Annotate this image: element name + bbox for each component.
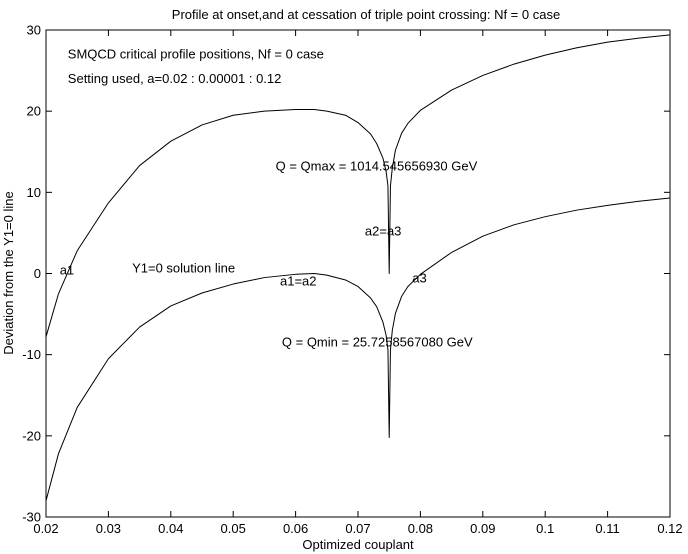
a3-note: a3 <box>412 270 426 285</box>
a1a2-note: a1=a2 <box>280 274 317 289</box>
y-tick-label: -30 <box>22 510 41 525</box>
qmax-note: Q = Qmax = 1014.545656930 GeV <box>276 158 478 173</box>
x-tick-label: 0.05 <box>221 521 246 536</box>
setting-note: Setting used, a=0.02 : 0.00001 : 0.12 <box>68 71 282 86</box>
x-tick-label: 0.08 <box>408 521 433 536</box>
x-tick-label: 0.09 <box>470 521 495 536</box>
x-tick-label: 0.03 <box>96 521 121 536</box>
series-line-1 <box>45 34 671 337</box>
x-tick-label: 0.07 <box>345 521 370 536</box>
header-note: SMQCD critical profile positions, Nf = 0… <box>68 46 324 61</box>
y1-line-note: Y1=0 solution line <box>132 261 235 276</box>
chart-title: Profile at onset,and at cessation of tri… <box>172 7 560 22</box>
y-tick-label: 30 <box>27 23 41 38</box>
a1-note: a1 <box>60 262 74 277</box>
y-axis: -30 -20 -10 0 10 20 30 <box>22 23 670 525</box>
y-tick-label: -10 <box>22 347 41 362</box>
x-tick-label: 0.02 <box>33 521 58 536</box>
y-tick-label: 10 <box>27 185 41 200</box>
a2a3-note: a2=a3 <box>365 223 402 238</box>
qmin-note: Q = Qmin = 25.7258567080 GeV <box>282 335 473 350</box>
x-tick-label: 0.12 <box>657 521 682 536</box>
series-group <box>45 34 671 501</box>
annotation-group: SMQCD critical profile positions, Nf = 0… <box>60 46 478 349</box>
plot-area <box>45 29 671 518</box>
y-tick-label: 0 <box>34 266 41 281</box>
x-tick-label: 0.04 <box>158 521 183 536</box>
series-line-2 <box>45 197 671 501</box>
x-tick-label: 0.06 <box>283 521 308 536</box>
y-tick-label: -20 <box>22 428 41 443</box>
x-tick-label: 0.1 <box>536 521 554 536</box>
y-axis-label: Deviation from the Y1=0 line <box>1 191 16 354</box>
y-tick-label: 20 <box>27 104 41 119</box>
x-axis-label: Optimized couplant <box>302 537 414 552</box>
x-axis: 0.02 0.03 0.04 0.05 0.06 0.07 0.08 0.09 0.1 0.11 0… <box>33 30 683 536</box>
x-tick-label: 0.11 <box>595 521 619 536</box>
